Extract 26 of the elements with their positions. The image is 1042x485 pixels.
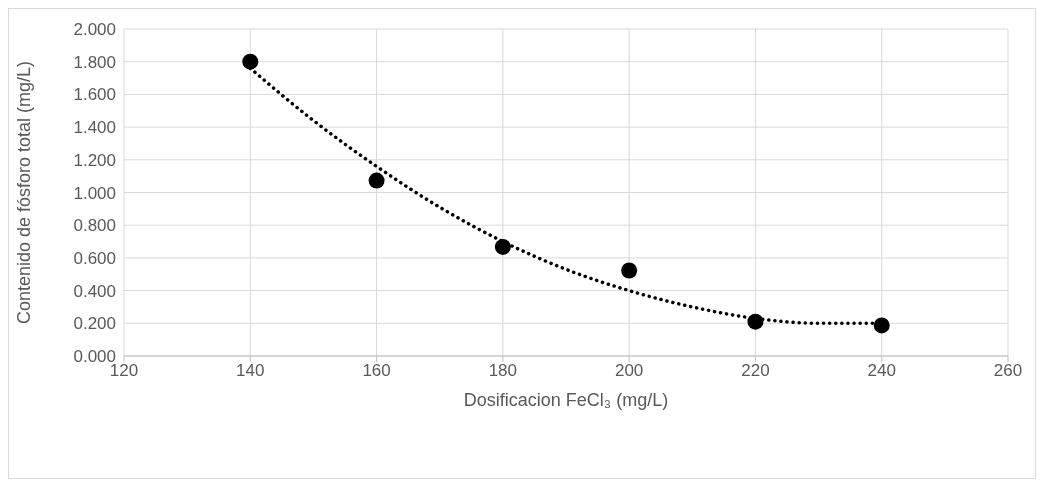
x-tick-label: 220 (741, 361, 770, 381)
x-tick-label: 180 (488, 361, 518, 381)
y-tick-label: 0.800 (73, 216, 116, 236)
y-tick-label: 1.800 (73, 52, 116, 72)
point (242, 53, 259, 70)
x-tick-label: 260 (993, 361, 1023, 381)
x-tick-label: 240 (867, 361, 896, 381)
y-tick-label: 1.400 (73, 118, 116, 138)
y-tick-label: 1.200 (73, 150, 116, 170)
y-axis-title: Contenido de fósforo total (mg/L) (14, 60, 35, 325)
y-tick-label: 0.600 (73, 248, 116, 268)
point (621, 262, 638, 279)
x-tick-label: 200 (614, 361, 644, 381)
x-axis-title: Dosificacion FeCl₃ (mg/L) (463, 390, 669, 410)
point (747, 313, 764, 330)
point (494, 238, 511, 255)
point (368, 172, 385, 189)
y-tick-label: 1.000 (73, 183, 116, 203)
x-tick-label: 160 (362, 361, 391, 381)
x-tick-label: 140 (236, 361, 265, 381)
x-tick-label: 120 (109, 361, 139, 381)
y-tick-label: 1.600 (73, 85, 116, 105)
y-tick-label: 2.000 (73, 20, 116, 40)
point (873, 317, 890, 334)
y-tick-label: 0.400 (73, 281, 116, 301)
y-tick-label: 0.200 (73, 314, 116, 334)
